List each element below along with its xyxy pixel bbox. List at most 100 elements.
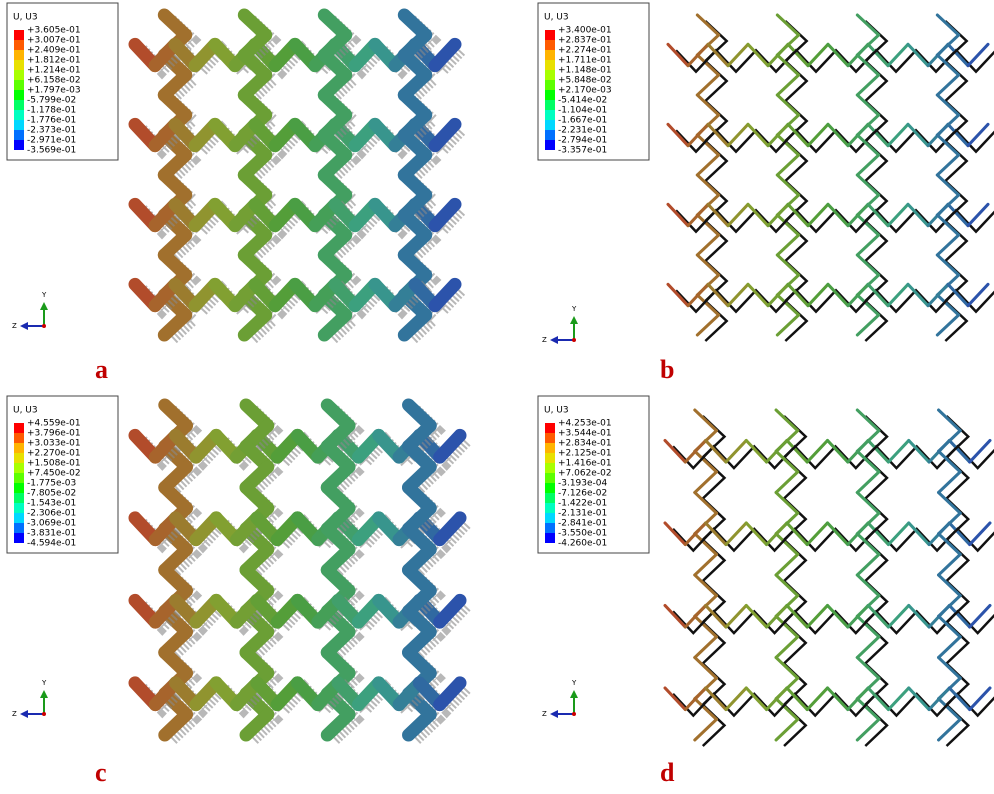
- strut: [435, 284, 455, 305]
- legend-swatch: [14, 50, 24, 60]
- panel-letter: a: [95, 355, 108, 384]
- triad-origin: [572, 712, 576, 716]
- legend-swatch: [545, 423, 555, 433]
- triad-z-head: [550, 710, 558, 718]
- legend-label: -1.776e-01: [27, 116, 76, 126]
- strut: [440, 518, 460, 540]
- page: U, U3+3.605e-01+3.007e-01+2.409e-01+1.81…: [0, 0, 994, 794]
- legend-swatch: [545, 493, 555, 503]
- legend-label: -4.260e-01: [558, 539, 607, 549]
- legend-swatch: [545, 80, 555, 90]
- legend-swatch: [545, 120, 555, 130]
- legend-label: +4.559e-01: [27, 419, 81, 429]
- legend-label: +1.416e-01: [558, 459, 612, 469]
- legend-swatch: [14, 483, 24, 493]
- strut: [665, 688, 685, 710]
- legend-title: U, U3: [13, 406, 38, 416]
- strut: [665, 605, 685, 627]
- strut: [665, 523, 685, 545]
- triad-y-head: [40, 302, 48, 310]
- legend-label: +6.158e-02: [27, 76, 81, 86]
- legend-label: -1.543e-01: [27, 499, 76, 509]
- strut: [668, 204, 688, 225]
- triad-z-label: Z: [12, 322, 17, 330]
- legend-label: +1.711e-01: [558, 56, 612, 66]
- legend-label: -1.667e-01: [558, 116, 607, 126]
- legend-swatch: [545, 443, 555, 453]
- legend-label: +2.270e-01: [27, 449, 81, 459]
- legend-label: -2.231e-01: [558, 126, 607, 136]
- legend-label: +1.148e-01: [558, 66, 612, 76]
- triad-z-label: Z: [542, 710, 547, 718]
- legend-label: -2.306e-01: [27, 509, 76, 519]
- triad-y-head: [40, 690, 48, 698]
- legend-swatch: [14, 523, 24, 533]
- legend-label: +2.837e-01: [558, 36, 612, 46]
- strut: [435, 204, 455, 225]
- triad-y-label: Y: [41, 679, 47, 687]
- triad-y-label: Y: [571, 305, 577, 313]
- legend-label: -3.550e-01: [558, 529, 607, 539]
- strut: [668, 44, 688, 65]
- legend-label: +2.274e-01: [558, 46, 612, 56]
- legend-swatch: [545, 463, 555, 473]
- strut: [776, 410, 798, 431]
- legend-swatch: [545, 483, 555, 493]
- triad-y-label: Y: [571, 679, 577, 687]
- triad-origin: [42, 712, 46, 716]
- legend-label: -1.104e-01: [558, 106, 607, 116]
- legend-label: -2.841e-01: [558, 519, 607, 529]
- panel: U, U3+3.605e-01+3.007e-01+2.409e-01+1.81…: [7, 3, 462, 384]
- legend-swatch: [14, 70, 24, 80]
- legend-swatch: [545, 453, 555, 463]
- legend-label: -1.422e-01: [558, 499, 607, 509]
- legend-label: +3.007e-01: [27, 36, 81, 46]
- legend-swatch: [545, 130, 555, 140]
- legend-label: +1.508e-01: [27, 459, 81, 469]
- legend-swatch: [14, 90, 24, 100]
- legend-label: +1.214e-01: [27, 66, 81, 76]
- legend-swatch: [14, 30, 24, 40]
- legend-label: -2.794e-01: [558, 136, 607, 146]
- strut: [668, 124, 688, 145]
- triad-y-head: [570, 690, 578, 698]
- legend-swatch: [14, 533, 24, 543]
- legend-label: -2.373e-01: [27, 126, 76, 136]
- legend-swatch: [14, 473, 24, 483]
- legend-label: -7.805e-02: [27, 489, 76, 499]
- legend-label: +7.450e-02: [27, 469, 81, 479]
- legend-swatch: [14, 110, 24, 120]
- strut: [324, 315, 345, 335]
- legend-label: +2.170e-03: [558, 86, 612, 96]
- legend-label: -3.569e-01: [27, 146, 76, 156]
- strut: [244, 315, 265, 335]
- legend-label: -2.131e-01: [558, 509, 607, 519]
- legend-swatch: [14, 433, 24, 443]
- panel-letter: b: [660, 355, 674, 384]
- triad-origin: [42, 324, 46, 328]
- legend-swatch: [545, 40, 555, 50]
- legend-swatch: [545, 513, 555, 523]
- legend-label: -3.831e-01: [27, 529, 76, 539]
- legend-swatch: [14, 130, 24, 140]
- strut: [164, 315, 185, 335]
- legend-label: -5.799e-02: [27, 96, 76, 106]
- legend-swatch: [14, 100, 24, 110]
- legend-label: +4.253e-01: [558, 419, 612, 429]
- legend-label: -2.971e-01: [27, 136, 76, 146]
- legend-label: +2.834e-01: [558, 439, 612, 449]
- legend-label: +2.409e-01: [27, 46, 81, 56]
- legend-swatch: [14, 423, 24, 433]
- legend-swatch: [14, 513, 24, 523]
- strut: [665, 440, 685, 462]
- legend-swatch: [545, 30, 555, 40]
- triad-y-label: Y: [41, 291, 47, 299]
- legend-label: +3.400e-01: [558, 26, 612, 36]
- legend-label: +7.062e-02: [558, 469, 612, 479]
- strut: [857, 410, 879, 431]
- legend-swatch: [545, 503, 555, 513]
- strut: [939, 410, 961, 431]
- legend-label: +3.605e-01: [27, 26, 81, 36]
- legend-swatch: [14, 503, 24, 513]
- legend-swatch: [545, 60, 555, 70]
